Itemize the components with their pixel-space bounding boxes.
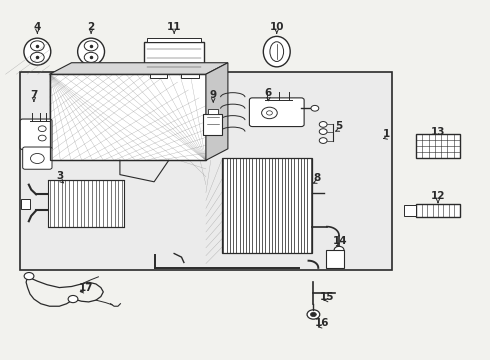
Circle shape: [319, 129, 327, 134]
Text: 9: 9: [210, 90, 217, 100]
FancyBboxPatch shape: [23, 147, 52, 169]
Text: 16: 16: [315, 318, 329, 328]
Ellipse shape: [24, 38, 51, 65]
Bar: [49, 74, 206, 160]
Bar: [326, 250, 344, 268]
Text: 13: 13: [431, 127, 445, 136]
Bar: [22, 199, 30, 209]
Polygon shape: [206, 63, 228, 160]
FancyBboxPatch shape: [20, 119, 52, 149]
Text: 2: 2: [87, 22, 95, 32]
Bar: [208, 109, 218, 114]
Circle shape: [311, 312, 317, 317]
Circle shape: [307, 310, 320, 319]
Bar: [181, 71, 198, 78]
Bar: [150, 71, 167, 78]
Bar: [49, 180, 124, 226]
Text: 1: 1: [383, 129, 391, 139]
Circle shape: [68, 296, 78, 303]
Circle shape: [24, 273, 34, 280]
Bar: [416, 134, 460, 158]
Circle shape: [311, 105, 319, 111]
Bar: [49, 74, 206, 160]
Text: 14: 14: [333, 236, 347, 246]
Text: 5: 5: [335, 121, 343, 131]
Text: 7: 7: [30, 90, 38, 100]
Text: 4: 4: [34, 22, 41, 32]
Bar: [416, 204, 460, 217]
FancyBboxPatch shape: [249, 98, 304, 127]
Bar: [222, 158, 312, 253]
Text: 15: 15: [320, 292, 334, 302]
Bar: [147, 38, 201, 42]
Text: 10: 10: [270, 22, 284, 32]
Bar: [404, 206, 416, 216]
Ellipse shape: [263, 36, 290, 67]
Text: 8: 8: [314, 173, 321, 183]
Circle shape: [319, 138, 327, 143]
Text: 11: 11: [167, 22, 181, 32]
Bar: [20, 72, 392, 270]
Bar: [203, 114, 222, 135]
Text: 17: 17: [79, 283, 94, 293]
Ellipse shape: [77, 38, 104, 65]
Circle shape: [319, 122, 327, 127]
Text: 12: 12: [431, 191, 445, 201]
Text: 3: 3: [57, 171, 64, 181]
Polygon shape: [49, 63, 228, 74]
Text: 6: 6: [265, 88, 272, 98]
Bar: [144, 42, 204, 72]
Circle shape: [334, 246, 344, 253]
